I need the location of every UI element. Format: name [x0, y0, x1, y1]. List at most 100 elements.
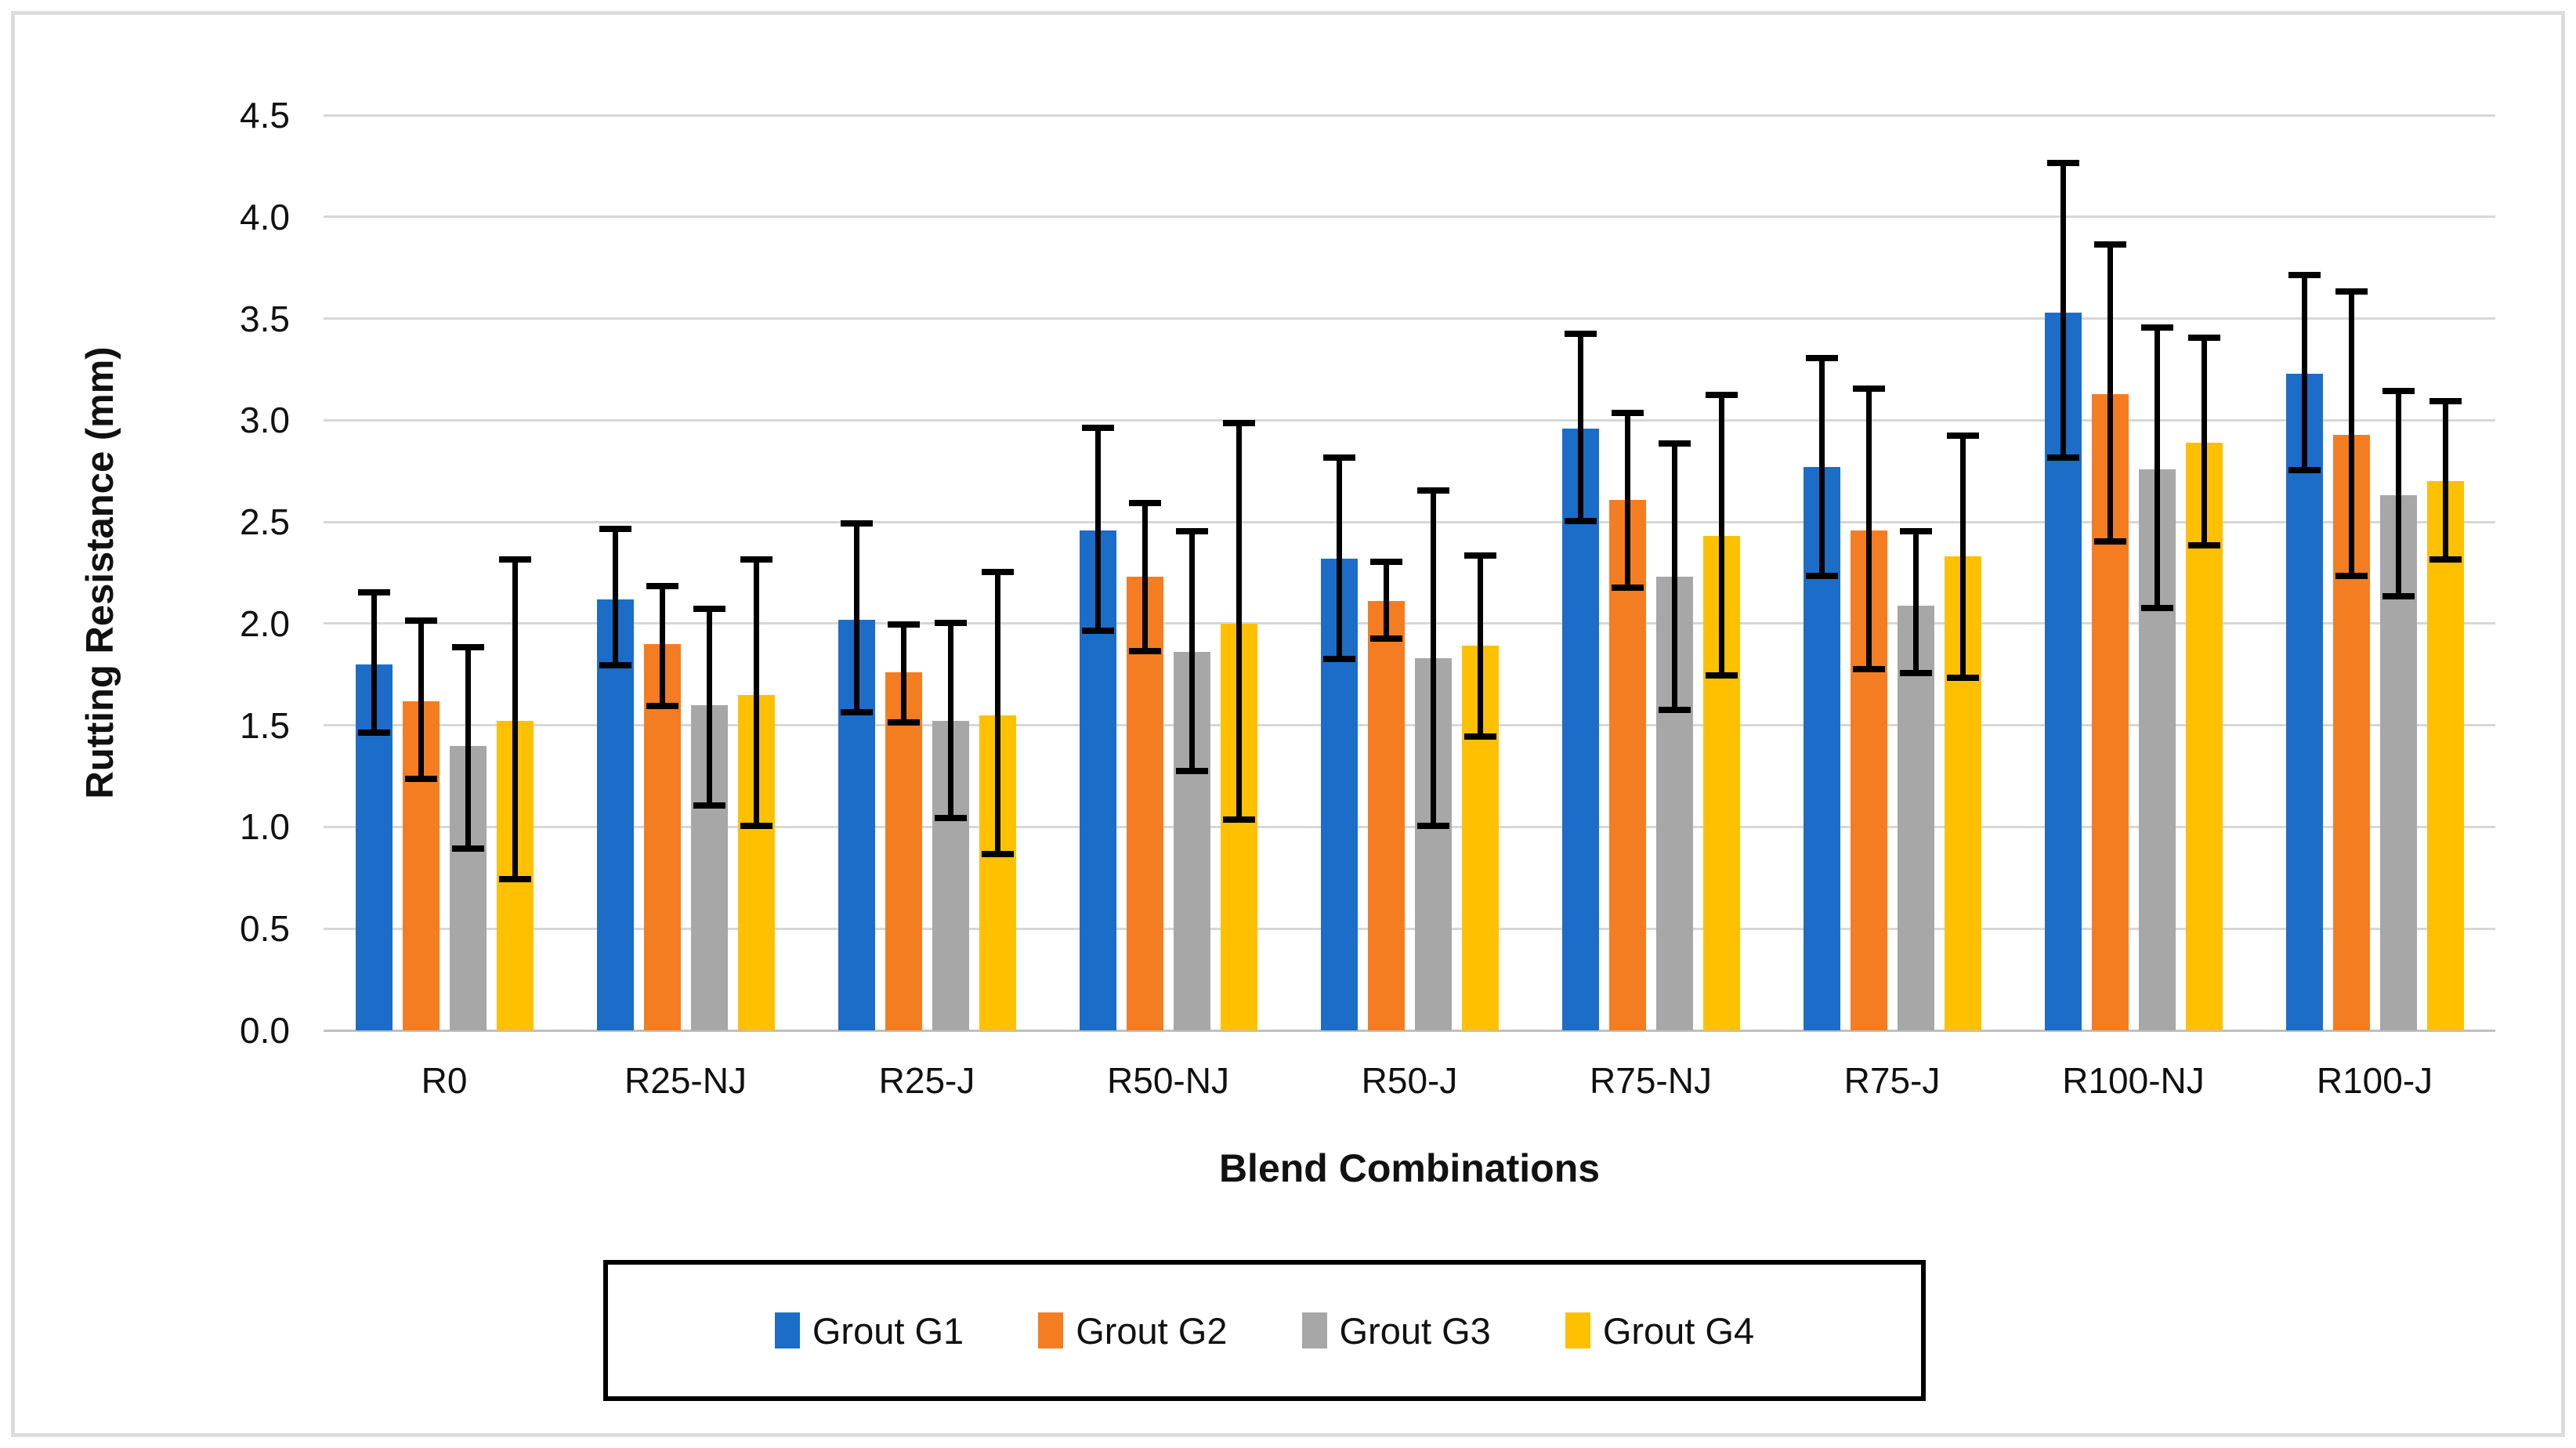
error-cap-top-R50-NJ-Grout G3	[1175, 527, 1208, 534]
gridline-4.0	[324, 215, 2495, 219]
y-tick-label-3.0: 3.0	[240, 400, 290, 441]
error-bar-R50-NJ-Grout G2	[1141, 499, 1148, 654]
error-bar-R25-J-Grout G3	[947, 619, 953, 821]
error-bar-R25-NJ-Grout G2	[659, 582, 665, 709]
bar-group-R50-NJ	[1047, 115, 1289, 1030]
bar-R50-J-Grout G2	[1367, 601, 1405, 1030]
bar-slot-R100-J-Grout G4	[2426, 115, 2464, 1030]
legend-label-Grout G1: Grout G1	[812, 1309, 964, 1352]
error-cap-top-R75-J-Grout G3	[1899, 527, 1932, 534]
error-bar-R100-NJ-Grout G4	[2201, 335, 2207, 548]
y-tick-label-2.5: 2.5	[240, 501, 290, 543]
legend-label-Grout G3: Grout G3	[1339, 1309, 1491, 1352]
y-tick-label-4.5: 4.5	[240, 95, 290, 136]
bar-slot-R75-NJ-Grout G1	[1561, 115, 1599, 1030]
error-cap-bottom-R0-Grout G3	[451, 845, 484, 852]
error-bar-R25-NJ-Grout G1	[612, 526, 618, 668]
error-cap-top-R75-NJ-Grout G2	[1611, 410, 1644, 417]
error-cap-bottom-R75-NJ-Grout G2	[1611, 585, 1644, 592]
gridline-3.5	[324, 317, 2495, 320]
bar-R25-NJ-Grout G1	[596, 599, 634, 1030]
bar-group-R25-NJ	[565, 115, 806, 1030]
y-axis-title: Rutting Resistance (mm)	[79, 346, 121, 799]
error-cap-bottom-R50-NJ-Grout G3	[1175, 767, 1208, 774]
bar-slot-R75-NJ-Grout G4	[1702, 115, 1740, 1030]
gridline-1.0	[324, 825, 2495, 828]
error-cap-top-R25-NJ-Grout G1	[599, 526, 631, 533]
bar-R100-J-Grout G4	[2426, 481, 2464, 1030]
error-cap-bottom-R100-NJ-Grout G3	[2140, 605, 2173, 612]
error-bar-R75-J-Grout G4	[1959, 432, 1966, 681]
error-cap-top-R50-NJ-Grout G1	[1081, 424, 1114, 431]
error-cap-bottom-R25-J-Grout G2	[887, 719, 920, 726]
error-bar-R100-NJ-Grout G3	[2154, 324, 2160, 612]
bar-slot-R100-NJ-Grout G2	[2091, 115, 2129, 1030]
gridline-1.5	[324, 724, 2495, 727]
bar-slot-R50-J-Grout G4	[1461, 115, 1499, 1030]
legend: Grout G1 Grout G2 Grout G3 Grout G4	[603, 1260, 1926, 1401]
bar-slot-R100-J-Grout G3	[2379, 115, 2417, 1030]
error-cap-top-R50-J-Grout G4	[1463, 552, 1496, 559]
x-tick-label-R0: R0	[421, 1060, 468, 1101]
error-cap-bottom-R100-J-Grout G4	[2429, 556, 2462, 563]
error-cap-bottom-R100-J-Grout G2	[2335, 572, 2368, 579]
error-bar-R50-J-Grout G3	[1430, 487, 1436, 830]
error-bar-R100-J-Grout G3	[2395, 387, 2401, 599]
error-cap-top-R50-J-Grout G2	[1369, 558, 1402, 565]
legend-swatch-Grout G3	[1301, 1312, 1327, 1348]
bar-slot-R100-NJ-Grout G1	[2044, 115, 2082, 1030]
error-cap-bottom-R50-J-Grout G1	[1322, 656, 1355, 663]
y-tick-label-1.0: 1.0	[240, 806, 290, 848]
bar-slot-R75-NJ-Grout G3	[1655, 115, 1693, 1030]
error-cap-bottom-R100-J-Grout G3	[2382, 592, 2415, 599]
error-cap-top-R75-J-Grout G1	[1805, 355, 1838, 362]
bar-slot-R100-J-Grout G1	[2285, 115, 2323, 1030]
bar-slot-R25-J-Grout G4	[979, 115, 1016, 1030]
error-cap-top-R25-NJ-Grout G3	[693, 605, 725, 612]
error-cap-bottom-R50-NJ-Grout G1	[1081, 627, 1114, 634]
gridline-0.5	[324, 927, 2495, 930]
y-tick-label-4.0: 4.0	[240, 196, 290, 237]
error-cap-top-R0-Grout G3	[451, 643, 484, 650]
error-bar-R50-J-Grout G4	[1477, 552, 1483, 740]
bar-slot-R25-NJ-Grout G3	[690, 115, 728, 1030]
bar-group-R0	[324, 115, 565, 1030]
error-cap-top-R100-NJ-Grout G4	[2187, 335, 2220, 342]
bar-slot-R50-J-Grout G1	[1320, 115, 1358, 1030]
error-bar-R0-Grout G4	[512, 556, 518, 882]
legend-item-Grout G3: Grout G3	[1301, 1309, 1491, 1352]
error-cap-bottom-R100-NJ-Grout G1	[2046, 454, 2079, 462]
x-tick-label-R75-NJ: R75-NJ	[1590, 1060, 1712, 1101]
error-cap-bottom-R100-NJ-Grout G2	[2093, 538, 2126, 545]
error-cap-top-R25-NJ-Grout G4	[740, 556, 772, 563]
x-tick-label-R100-J: R100-J	[2316, 1060, 2433, 1101]
error-bar-R25-J-Grout G2	[900, 621, 906, 726]
error-bar-R25-NJ-Grout G3	[706, 605, 712, 809]
error-bar-R100-J-Grout G1	[2301, 271, 2307, 473]
error-cap-top-R100-NJ-Grout G2	[2093, 241, 2126, 248]
error-cap-top-R100-J-Grout G2	[2335, 288, 2368, 295]
error-cap-top-R100-NJ-Grout G3	[2140, 324, 2173, 331]
y-tick-label-0.0: 0.0	[240, 1010, 290, 1051]
bar-group-R100-NJ	[2013, 115, 2254, 1030]
gridline-2.0	[324, 622, 2495, 625]
error-bar-R50-J-Grout G1	[1336, 454, 1342, 663]
bar-slot-R0-Grout G1	[355, 115, 393, 1030]
error-cap-bottom-R0-Grout G4	[498, 875, 531, 882]
error-bar-R50-NJ-Grout G1	[1094, 424, 1101, 634]
error-cap-bottom-R25-J-Grout G3	[934, 814, 967, 821]
bar-group-R50-J	[1289, 115, 1530, 1030]
bar-slot-R25-J-Grout G1	[838, 115, 875, 1030]
x-axis-title: Blend Combinations	[1218, 1146, 1601, 1190]
error-bar-R50-NJ-Grout G4	[1236, 420, 1242, 824]
bar-slot-R25-J-Grout G2	[885, 115, 922, 1030]
error-cap-top-R0-Grout G1	[357, 588, 390, 595]
bar-slot-R75-J-Grout G3	[1897, 115, 1934, 1030]
error-cap-top-R100-J-Grout G3	[2382, 387, 2415, 394]
bar-slot-R0-Grout G3	[449, 115, 487, 1030]
error-cap-bottom-R50-J-Grout G3	[1416, 823, 1449, 830]
error-cap-top-R50-NJ-Grout G4	[1222, 420, 1255, 427]
bar-slot-R75-NJ-Grout G2	[1608, 115, 1646, 1030]
legend-item-Grout G1: Grout G1	[774, 1309, 964, 1352]
